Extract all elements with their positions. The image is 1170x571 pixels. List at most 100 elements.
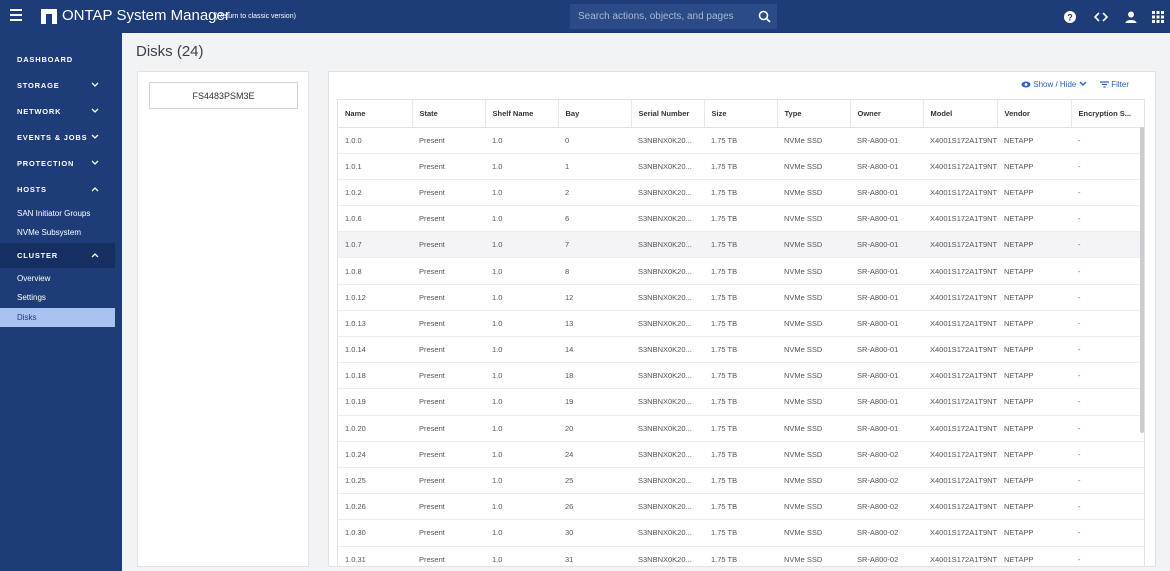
search-input[interactable] [570,4,750,29]
nav-protection-label: PROTECTION [17,159,75,168]
table-row[interactable]: 1.0.18 Present 1.0 18 S3NBNX0K20... 1.75 TB NV… [338,362,1144,390]
column-header[interactable]: Type [777,100,851,128]
nav-events-jobs-label: EVENTS & JOBS [17,133,88,142]
table-cell: S3NBNX0K20... [631,205,704,233]
table-cell: 1.0 [485,179,558,207]
table-cell: 1.0.26 [338,493,412,521]
nav-cluster[interactable]: CLUSTER [0,244,115,268]
app-title[interactable]: ONTAP System Manager [62,7,230,24]
table-row[interactable]: 1.0.14 Present 1.0 14 S3NBNX0K20... 1.75 TB NV… [338,336,1144,364]
table-cell: NVMe SSD [777,493,850,521]
column-header[interactable]: Size [704,100,778,128]
table-cell: SR-A800-01 [850,179,923,207]
column-header[interactable]: Encryption S... [1071,100,1144,128]
table-cell: 1.0.7 [338,231,412,259]
table-cell: S3NBNX0K20... [631,546,704,566]
table-cell: 20 [558,415,631,442]
user-icon[interactable] [1124,10,1138,24]
table-cell: NVMe SSD [777,467,850,495]
table-cell: NVMe SSD [777,519,850,547]
table-cell: NVMe SSD [777,153,850,180]
table-cell: 2 [558,179,631,207]
sidebar-item-san-initiator-groups[interactable]: SAN Initiator Groups [0,204,115,223]
table-cell: 6 [558,205,631,233]
nav-events-jobs[interactable]: EVENTS & JOBS [0,126,115,150]
table-row[interactable]: 1.0.6 Present 1.0 6 S3NBNX0K20... 1.75 TB NVMe… [338,205,1144,233]
nav-dashboard[interactable]: DASHBOARD [0,48,115,72]
table-cell: 12 [558,284,631,311]
column-header[interactable]: Name [338,100,413,128]
sidebar-item-overview[interactable]: Overview [0,269,115,288]
table-row[interactable]: 1.0.0 Present 1.0 0 S3NBNX0K20... 1.75 TB NVMe… [338,127,1144,154]
table-cell: S3NBNX0K20... [631,257,704,285]
table-cell: 1.0 [485,284,558,311]
table-cell: NETAPP [997,467,1071,495]
netapp-logo-icon[interactable] [41,9,57,24]
table-cell: NETAPP [997,127,1071,154]
table-cell: Present [412,493,485,521]
table-cell: - [1071,257,1144,285]
table-cell: Present [412,231,485,259]
table-cell: 1.75 TB [704,231,777,259]
table-cell: 1.0.18 [338,362,412,390]
table-cell: 1.0 [485,362,558,390]
table-cell: 1.0.19 [338,388,412,416]
sidebar-item-disks[interactable]: Disks [0,308,115,327]
table-cell: S3NBNX0K20... [631,388,704,416]
nav-cluster-label: CLUSTER [17,251,59,260]
search-bar[interactable] [570,4,777,29]
sidebar-item-nvme-subsystem[interactable]: NVMe Subsystem [0,223,115,242]
table-cell: 1.75 TB [704,257,777,285]
table-row[interactable]: 1.0.1 Present 1.0 1 S3NBNX0K20... 1.75 TB NVMe… [338,153,1144,180]
table-cell: S3NBNX0K20... [631,519,704,547]
column-header[interactable]: Model [923,100,998,128]
table-body: 1.0.0 Present 1.0 0 S3NBNX0K20... 1.75 TB NVMe… [338,127,1144,566]
column-header[interactable]: Owner [850,100,924,128]
table-cell: 1.0 [485,127,558,154]
chevron-down-icon [91,160,99,165]
column-header[interactable]: Bay [558,100,632,128]
table-row[interactable]: 1.0.2 Present 1.0 2 S3NBNX0K20... 1.75 TB NVMe… [338,179,1144,207]
table-row[interactable]: 1.0.20 Present 1.0 20 S3NBNX0K20... 1.75 TB NV… [338,415,1144,442]
show-hide-toggle[interactable]: Show / Hide [1021,80,1087,89]
table-cell: 1.0 [485,205,558,233]
table-row[interactable]: 1.0.19 Present 1.0 19 S3NBNX0K20... 1.75 TB NV… [338,388,1144,416]
nav-network[interactable]: NETWORK [0,100,115,124]
search-icon[interactable] [758,10,771,23]
sidebar-item-settings[interactable]: Settings [0,288,115,307]
nav-hosts[interactable]: HOSTS [0,178,115,202]
table-cell: - [1071,179,1144,207]
column-header[interactable]: State [412,100,486,128]
filter-button[interactable]: Filter [1100,80,1129,89]
table-cell: 1.0 [485,519,558,547]
column-header[interactable]: Shelf Name [485,100,559,128]
code-icon[interactable] [1094,10,1108,24]
table-row[interactable]: 1.0.30 Present 1.0 30 S3NBNX0K20... 1.75 TB NV… [338,519,1144,547]
table-row[interactable]: 1.0.25 Present 1.0 25 S3NBNX0K20... 1.75 TB NV… [338,467,1144,495]
table-cell: - [1071,415,1144,442]
table-cell: S3NBNX0K20... [631,415,704,442]
table-cell: SR-A800-01 [850,284,923,311]
table-row[interactable]: 1.0.26 Present 1.0 26 S3NBNX0K20... 1.75 TB NV… [338,493,1144,521]
table-row[interactable]: 1.0.7 Present 1.0 7 S3NBNX0K20... 1.75 TB NVMe… [338,231,1144,259]
help-icon[interactable]: ? [1063,10,1077,24]
column-header[interactable]: Vendor [997,100,1072,128]
table-row[interactable]: 1.0.13 Present 1.0 13 S3NBNX0K20... 1.75 TB NV… [338,310,1144,338]
table-scrollbar[interactable] [1140,127,1144,433]
table-row[interactable]: 1.0.12 Present 1.0 12 S3NBNX0K20... 1.75 TB NV… [338,284,1144,311]
apps-grid-icon[interactable] [1151,10,1165,24]
table-row[interactable]: 1.0.24 Present 1.0 24 S3NBNX0K20... 1.75 TB NV… [338,441,1144,468]
node-select-button[interactable]: FS4483PSM3E [149,82,298,109]
table-cell: 1.0.31 [338,546,412,566]
column-header[interactable]: Serial Number [631,100,705,128]
menu-icon[interactable] [10,9,22,23]
classic-version-link[interactable]: (Return to classic version) [215,13,296,20]
sidebar-item-label: NVMe Subsystem [17,228,82,237]
nav-protection[interactable]: PROTECTION [0,152,115,176]
node-panel: FS4483PSM3E [137,71,309,567]
nav-storage[interactable]: STORAGE [0,74,115,98]
table-row[interactable]: 1.0.31 Present 1.0 31 S3NBNX0K20... 1.75 TB NV… [338,546,1144,566]
table-cell: - [1071,467,1144,495]
table-row[interactable]: 1.0.8 Present 1.0 8 S3NBNX0K20... 1.75 TB NVMe… [338,257,1144,285]
table-cell: - [1071,284,1144,311]
